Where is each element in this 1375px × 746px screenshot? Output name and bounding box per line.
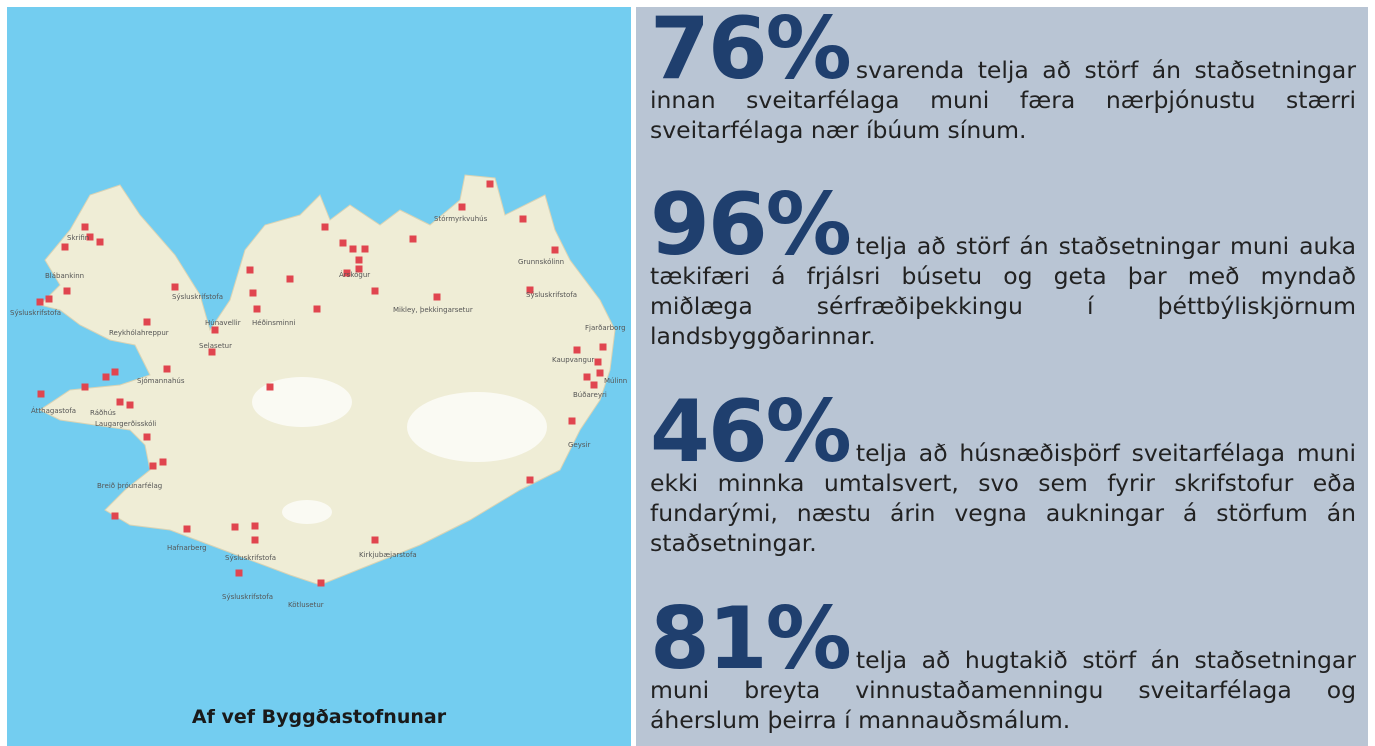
location-marker: [322, 224, 329, 231]
map-label: Búðareyri: [573, 391, 607, 399]
location-marker: [584, 374, 591, 381]
location-marker: [212, 327, 219, 334]
location-marker: [574, 347, 581, 354]
stats-panel: 76%svarenda telja að störf án staðsetnin…: [636, 7, 1368, 746]
location-marker: [37, 299, 44, 306]
map-label: Sjómannahús: [137, 377, 185, 385]
map-label: Blábankinn: [45, 272, 84, 280]
location-marker: [552, 247, 559, 254]
stat-figure: 81%: [650, 589, 850, 689]
location-marker: [62, 244, 69, 251]
location-marker: [127, 402, 134, 409]
location-marker: [356, 257, 363, 264]
location-marker: [247, 267, 254, 274]
location-marker: [252, 523, 259, 530]
map-label: Sýsluskrifstofa: [222, 593, 273, 601]
location-marker: [38, 391, 45, 398]
location-marker: [350, 246, 357, 253]
page: Skrifin Blábankinn Sýsluskrifstofa Reykhóla…: [0, 0, 1375, 746]
location-marker: [112, 369, 119, 376]
location-marker: [287, 276, 294, 283]
location-marker: [597, 370, 604, 377]
location-marker: [46, 296, 53, 303]
map-panel: Skrifin Blábankinn Sýsluskrifstofa Reykhóla…: [7, 7, 631, 746]
location-marker: [434, 294, 441, 301]
map-label: Skrifin: [67, 234, 89, 242]
stat-figure: 76%: [650, 0, 850, 99]
map-label: Sýsluskrifstofa: [225, 554, 276, 562]
map-label: Grunnskólinn: [518, 258, 564, 266]
location-marker: [362, 246, 369, 253]
location-marker: [591, 382, 598, 389]
map-caption: Af vef Byggðastofnunar: [192, 706, 447, 728]
location-marker: [97, 239, 104, 246]
map-label: Kaupvangur: [552, 356, 594, 364]
location-marker: [236, 570, 243, 577]
map-label: Hafnarberg: [167, 544, 207, 552]
map-label: Sýsluskrifstofa: [172, 293, 223, 301]
map-label: Kirkjubæjarstofa: [359, 551, 417, 559]
location-marker: [569, 418, 576, 425]
location-marker: [160, 459, 167, 466]
map-label: Fjarðarborg: [585, 324, 626, 332]
location-marker: [252, 537, 259, 544]
map-label: Selasetur: [199, 342, 232, 350]
location-marker: [150, 463, 157, 470]
map-label: Múlinn: [604, 377, 627, 385]
stat-figure: 46%: [650, 382, 850, 482]
map-label: Geysir: [568, 441, 590, 449]
location-marker: [600, 344, 607, 351]
map-label: Laugargerðisskóli: [95, 420, 156, 428]
location-marker: [314, 306, 321, 313]
location-marker: [82, 384, 89, 391]
stat: 96%telja að störf án staðsetningar muni …: [650, 195, 1356, 351]
map-label: Breið þróunarfélag: [97, 482, 162, 490]
stat: 46%telja að húsnæðisþörf sveitarfélaga m…: [650, 402, 1356, 558]
location-marker: [340, 240, 347, 247]
location-marker: [144, 319, 151, 326]
location-marker: [595, 359, 602, 366]
map-label: Sýsluskrifstofa: [10, 309, 61, 317]
location-marker: [112, 513, 119, 520]
map-label: Mikley, þekkingarsetur: [393, 306, 473, 314]
location-marker: [103, 374, 110, 381]
location-marker: [82, 224, 89, 231]
location-marker: [250, 290, 257, 297]
location-marker: [64, 288, 71, 295]
location-marker: [318, 580, 325, 587]
stat: 76%svarenda telja að störf án staðsetnin…: [650, 19, 1356, 145]
location-marker: [372, 288, 379, 295]
location-marker: [372, 537, 379, 544]
glacier: [282, 500, 332, 524]
location-marker: [164, 366, 171, 373]
map-label: Héðinsminni: [252, 319, 296, 327]
map-label: Reykhólahreppur: [109, 329, 169, 337]
stat-figure: 96%: [650, 175, 850, 275]
location-marker: [527, 477, 534, 484]
map-label: Átthagastofa: [31, 406, 76, 415]
map-label: Ráðhús: [90, 409, 116, 417]
map-label: Sýsluskrifstofa: [526, 291, 577, 299]
location-marker: [184, 526, 191, 533]
location-marker: [267, 384, 274, 391]
map-label: Stórmyrkvuhús: [434, 215, 488, 223]
map-label: Árskógur: [339, 270, 370, 279]
stat: 81%telja að hugtakið störf án staðsetnin…: [650, 609, 1356, 735]
location-marker: [232, 524, 239, 531]
location-marker: [117, 399, 124, 406]
glacier: [407, 392, 547, 462]
map-label: Húnavellir: [205, 319, 241, 327]
map-label: Kötlusetur: [288, 601, 324, 609]
location-marker: [487, 181, 494, 188]
location-marker: [520, 216, 527, 223]
location-marker: [459, 204, 466, 211]
location-marker: [172, 284, 179, 291]
location-marker: [410, 236, 417, 243]
location-marker: [254, 306, 261, 313]
location-marker: [144, 434, 151, 441]
